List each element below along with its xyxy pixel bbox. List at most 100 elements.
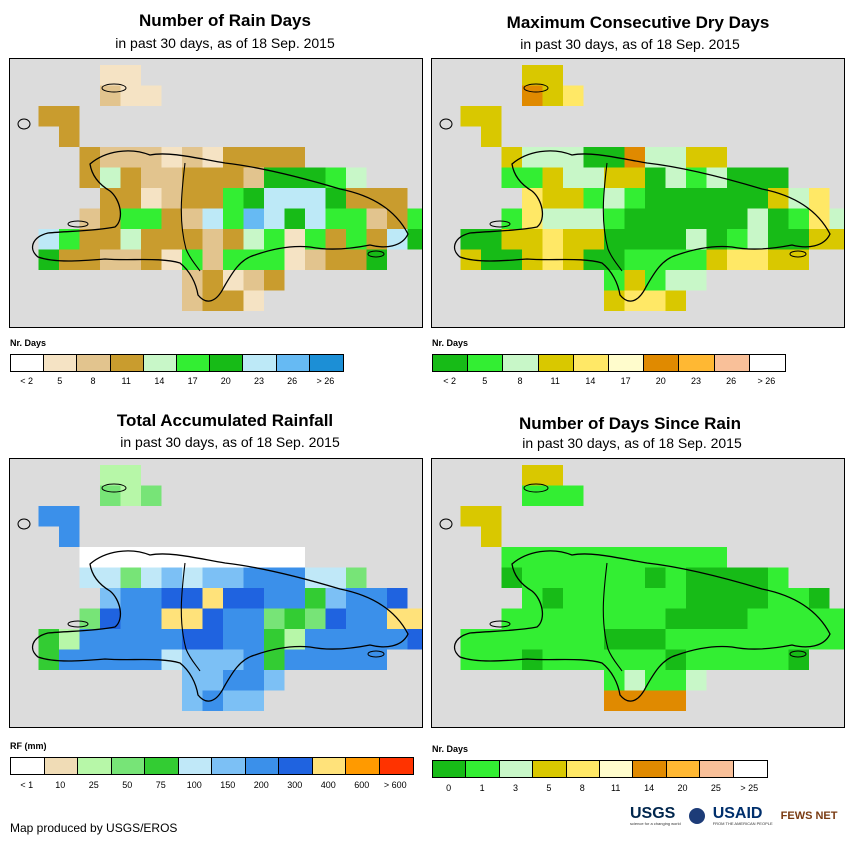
grid-cell	[645, 608, 666, 629]
coastline	[453, 550, 831, 702]
grid-cell	[645, 588, 666, 609]
grid-cell	[243, 147, 264, 168]
grid-cell	[243, 690, 264, 711]
grid-cell	[809, 229, 830, 250]
legend-tick-label: 8	[517, 376, 523, 386]
island-outline	[367, 650, 385, 658]
legend-tick-label: 600	[354, 780, 370, 790]
map-raster	[17, 465, 422, 711]
grid-cell	[522, 208, 543, 229]
island-outline	[789, 250, 807, 258]
grid-cell	[788, 229, 809, 250]
grid-cell	[481, 649, 502, 670]
grid-cell	[223, 588, 244, 609]
legend-swatch	[78, 758, 112, 774]
grid-cell	[100, 65, 121, 86]
map-raster	[439, 65, 844, 311]
legend-swatch	[178, 758, 212, 774]
grid-cell	[686, 547, 707, 568]
grid-cell	[182, 208, 203, 229]
grid-cell	[706, 147, 727, 168]
grid-cell	[202, 270, 223, 291]
grid-cell	[223, 167, 244, 188]
grid-cell	[387, 188, 408, 209]
grid-cell	[161, 649, 182, 670]
legend-swatch	[312, 758, 346, 774]
grid-cell	[768, 188, 789, 209]
legend-swatch	[666, 761, 701, 777]
grid-cell	[305, 649, 326, 670]
legend-tick-label: 25	[710, 783, 721, 793]
grid-cell	[161, 629, 182, 650]
grid-cell	[665, 608, 686, 629]
grid-cell	[809, 588, 830, 609]
grid-cell	[223, 147, 244, 168]
map-rainfall[interactable]	[9, 458, 423, 728]
grid-cell	[706, 649, 727, 670]
map-since-rain[interactable]	[431, 458, 845, 728]
grid-cell	[161, 188, 182, 209]
grid-cell	[583, 229, 604, 250]
grid-cell	[747, 567, 768, 588]
grid-cell	[141, 167, 162, 188]
grid-cell	[563, 588, 584, 609]
panel-subtitle-rainfall: in past 30 days, as of 18 Sep. 2015	[120, 434, 340, 450]
grid-cell	[665, 629, 686, 650]
coastline	[31, 550, 409, 702]
grid-cell	[522, 608, 543, 629]
grid-cell	[563, 547, 584, 568]
grid-cell	[645, 670, 666, 691]
grid-cell	[481, 229, 502, 250]
grid-cell	[38, 106, 59, 127]
coastline	[31, 150, 409, 302]
grid-cell	[583, 608, 604, 629]
grid-cell	[141, 485, 162, 506]
legend-tick-label: < 2	[443, 376, 456, 386]
grid-cell	[100, 229, 121, 250]
grid-cell	[407, 229, 422, 250]
grid-cell	[59, 649, 80, 670]
legend-swatch	[714, 355, 750, 371]
grid-cell	[481, 526, 502, 547]
grid-cell	[522, 188, 543, 209]
island-outline	[67, 220, 89, 228]
grid-cell	[686, 249, 707, 270]
grid-cell	[366, 629, 387, 650]
grid-cell	[366, 588, 387, 609]
grid-cell	[706, 249, 727, 270]
grid-cell	[788, 629, 809, 650]
grid-cell	[768, 229, 789, 250]
grid-cell	[284, 588, 305, 609]
grid-cell	[59, 526, 80, 547]
map-dry-days[interactable]	[431, 58, 845, 328]
grid-cell	[645, 270, 666, 291]
grid-cell	[59, 506, 80, 527]
legend-swatch	[212, 758, 246, 774]
grid-cell	[747, 167, 768, 188]
grid-cell	[747, 229, 768, 250]
grid-cell	[100, 547, 121, 568]
grid-cell	[346, 567, 367, 588]
grid-cell	[223, 290, 244, 311]
legend-tick-label: 26	[726, 376, 737, 386]
grid-cell	[522, 465, 543, 486]
legend-tick-label: > 26	[757, 376, 776, 386]
grid-cell	[100, 567, 121, 588]
grid-cell	[264, 547, 285, 568]
grid-cell	[100, 208, 121, 229]
grid-cell	[706, 608, 727, 629]
grid-cell	[747, 588, 768, 609]
map-rain-days[interactable]	[9, 58, 423, 328]
grid-cell	[624, 270, 645, 291]
panel-subtitle-dry-days: in past 30 days, as of 18 Sep. 2015	[520, 36, 740, 52]
grid-cell	[604, 690, 625, 711]
grid-cell	[624, 249, 645, 270]
grid-cell	[788, 608, 809, 629]
grid-cell	[305, 229, 326, 250]
grid-cell	[407, 208, 422, 229]
grid-cell	[223, 608, 244, 629]
grid-cell	[645, 208, 666, 229]
grid-cell	[583, 208, 604, 229]
grid-cell	[706, 588, 727, 609]
grid-cell	[243, 547, 264, 568]
